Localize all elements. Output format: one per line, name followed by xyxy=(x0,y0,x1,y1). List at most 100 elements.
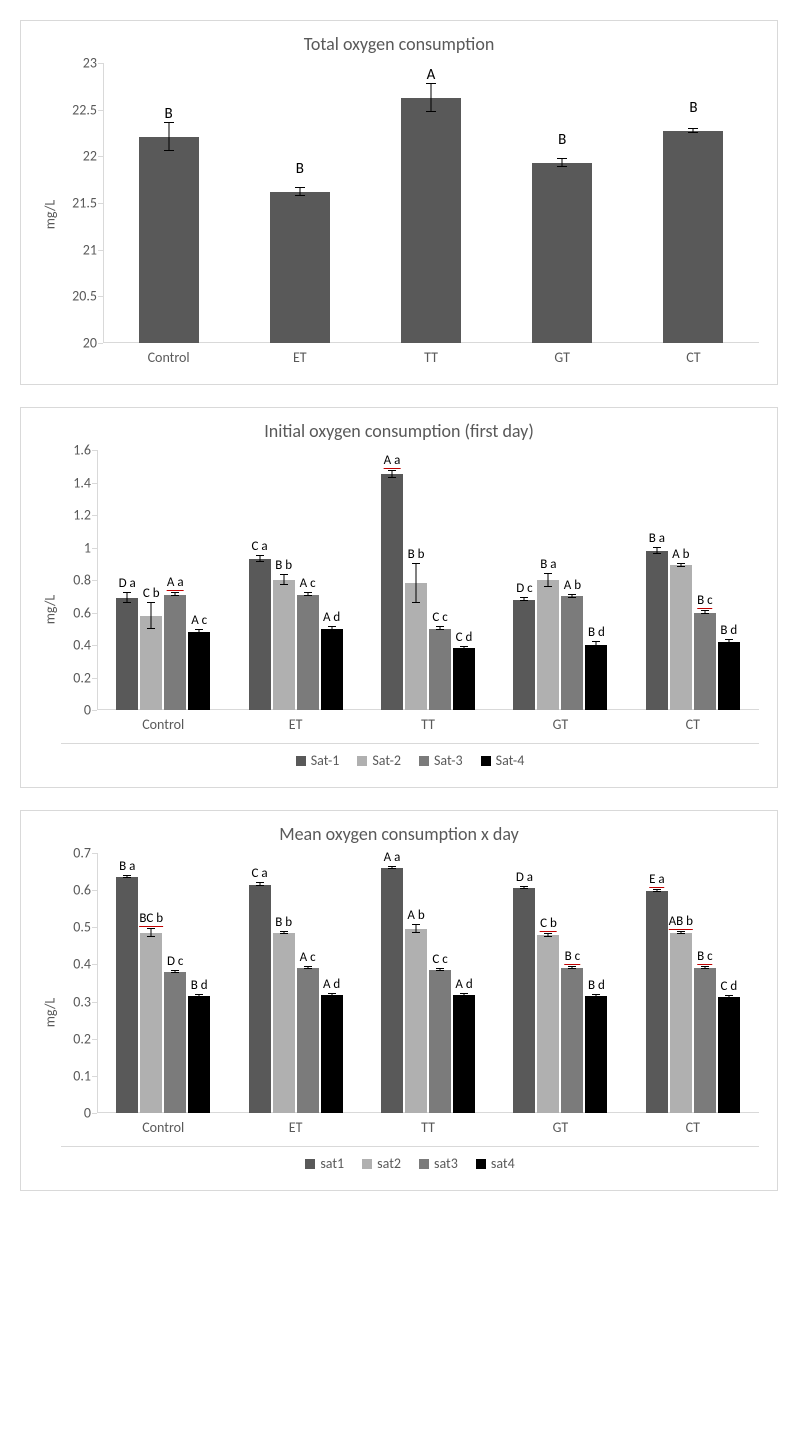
x-category-label: CT xyxy=(628,349,759,366)
ytick-label: 0.7 xyxy=(73,845,97,862)
ytick-label: 1 xyxy=(84,539,97,556)
plot-area: 00.10.20.30.40.50.60.7 B a BC b xyxy=(61,853,759,1113)
bar-letter: A a xyxy=(384,453,401,469)
legend-label: Sat-2 xyxy=(372,752,401,769)
chart-title: Mean oxygen consumption x day xyxy=(39,823,759,845)
bar-letter: B d xyxy=(588,625,605,640)
bar xyxy=(321,629,343,710)
legend-swatch xyxy=(357,756,367,766)
legend-swatch xyxy=(305,1159,315,1169)
x-category-label: TT xyxy=(362,716,494,733)
chart-mean-oxygen: Mean oxygen consumption x day mg/L 00.10… xyxy=(20,810,778,1191)
bar-letter: A c xyxy=(300,576,316,591)
bar-letter: A b xyxy=(564,578,581,593)
ytick-label: 0.1 xyxy=(73,1067,97,1084)
bar-group: B xyxy=(103,63,234,343)
bar-letter: B b xyxy=(275,915,292,930)
bar-letter: A d xyxy=(455,977,472,992)
bar-letter: C b xyxy=(143,586,160,601)
bar-letter: B d xyxy=(588,978,605,993)
bar-group: A a B b C c C d xyxy=(362,450,494,710)
bar xyxy=(537,580,559,710)
bar-letter: D c xyxy=(516,581,532,596)
ytick-label: 23 xyxy=(83,55,103,72)
bar xyxy=(670,565,692,710)
ytick-label: 0.6 xyxy=(73,604,97,621)
x-category-label: CT xyxy=(627,1119,759,1136)
bar-letter: B a xyxy=(119,859,135,874)
bar-letter: B xyxy=(689,99,697,117)
legend-swatch xyxy=(481,756,491,766)
ytick-label: 22.5 xyxy=(72,101,103,118)
bar-letter: B c xyxy=(697,593,713,609)
bar xyxy=(646,551,668,710)
bar-letter: B xyxy=(165,105,173,123)
bar-letter: E a xyxy=(649,872,665,888)
legend: sat1 sat2 sat3 sat4 xyxy=(61,1146,759,1172)
legend: Sat-1 Sat-2 Sat-3 Sat-4 xyxy=(61,743,759,769)
bar-letter: C a xyxy=(252,539,268,554)
bar-group: A a A b C c A d xyxy=(362,853,494,1113)
bar-group: C a B b A c A d xyxy=(229,450,361,710)
legend-item: Sat-3 xyxy=(419,752,463,769)
bar-letter: A d xyxy=(323,610,340,625)
bar-group: D a C b A a A c xyxy=(97,450,229,710)
x-category-label: Control xyxy=(97,716,229,733)
chart-total-oxygen: Total oxygen consumption mg/L 2020.52121… xyxy=(20,20,778,385)
legend-swatch xyxy=(419,756,429,766)
bar-letter: A xyxy=(427,66,436,84)
legend-label: Sat-4 xyxy=(496,752,525,769)
x-category-label: Control xyxy=(97,1119,229,1136)
bar-group: B a A b B c B d xyxy=(627,450,759,710)
bar-letter: B a xyxy=(649,531,665,546)
bar xyxy=(116,598,138,710)
legend-item: sat4 xyxy=(476,1155,515,1172)
bar xyxy=(585,996,607,1113)
bar xyxy=(321,995,343,1113)
legend-label: Sat-3 xyxy=(434,752,463,769)
chart-title: Total oxygen consumption xyxy=(39,33,759,55)
x-category-label: Control xyxy=(103,349,234,366)
bar-letter: D a xyxy=(516,870,533,885)
ytick-label: 1.4 xyxy=(73,474,97,491)
chart-title: Initial oxygen consumption (first day) xyxy=(39,420,759,442)
bar-group: B xyxy=(628,63,759,343)
bar xyxy=(670,933,692,1113)
bar-letter: B c xyxy=(697,949,713,965)
bar-letter: C b xyxy=(540,916,557,932)
legend-label: sat3 xyxy=(434,1155,458,1172)
ytick-label: 21.5 xyxy=(72,195,103,212)
bar-letter: A c xyxy=(300,950,316,965)
x-category-label: GT xyxy=(494,1119,626,1136)
x-category-label: TT xyxy=(365,349,496,366)
bar: B xyxy=(139,137,199,343)
ytick-label: 0.6 xyxy=(73,882,97,899)
bar-letter: A d xyxy=(323,977,340,992)
ytick-label: 1.2 xyxy=(73,507,97,524)
x-category-label: GT xyxy=(497,349,628,366)
legend-swatch xyxy=(476,1159,486,1169)
bar-letter: AB b xyxy=(669,914,693,930)
bar xyxy=(646,891,668,1113)
chart-initial-oxygen: Initial oxygen consumption (first day) m… xyxy=(20,407,778,788)
bar-group: C a B b A c A d xyxy=(229,853,361,1113)
bar xyxy=(188,632,210,710)
bar-group: B xyxy=(234,63,365,343)
legend-item: sat2 xyxy=(362,1155,401,1172)
legend-label: Sat-1 xyxy=(311,752,340,769)
ytick-label: 0.3 xyxy=(73,993,97,1010)
bar-letter: B b xyxy=(275,558,292,573)
bar-letter: B b xyxy=(408,547,425,562)
bar-letter: B xyxy=(558,131,566,149)
bar xyxy=(140,933,162,1113)
bar-group: B a BC b D c B d xyxy=(97,853,229,1113)
bar xyxy=(188,996,210,1113)
bar: B xyxy=(663,131,723,343)
bar-letter: C a xyxy=(252,866,268,881)
bar-letter: C d xyxy=(720,979,737,994)
legend-item: sat1 xyxy=(305,1155,344,1172)
bar-group: B xyxy=(497,63,628,343)
legend-label: sat2 xyxy=(377,1155,401,1172)
bar-letter: C c xyxy=(432,952,447,967)
bar-letter: D a xyxy=(119,576,136,591)
